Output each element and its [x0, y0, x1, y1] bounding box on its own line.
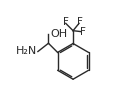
Text: H₂N: H₂N	[15, 46, 36, 56]
Text: F: F	[62, 17, 68, 27]
Text: OH: OH	[50, 29, 67, 39]
Text: F: F	[80, 27, 86, 37]
Text: F: F	[77, 17, 83, 27]
